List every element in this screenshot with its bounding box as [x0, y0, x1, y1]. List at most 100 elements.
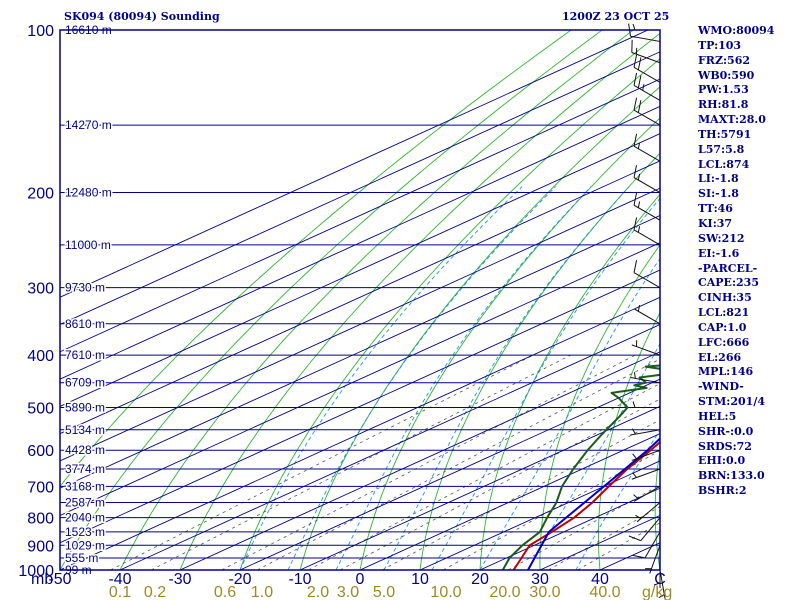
wind-barb — [658, 569, 666, 600]
height-label: 12480 m — [65, 186, 112, 200]
height-label: 7610 m — [65, 348, 105, 362]
stat-item: FRZ:562 — [698, 53, 751, 67]
wind-barb-flag — [633, 97, 638, 111]
temperature-tick-label: 40 — [591, 571, 609, 588]
stat-item: TT:46 — [698, 202, 733, 216]
stat-item: RH:81.8 — [698, 98, 749, 112]
mixing-ratio-tick-label: 10.0 — [430, 584, 461, 600]
moist-adiabat — [335, 186, 592, 570]
wind-barb-half — [633, 494, 639, 500]
wind-barb — [633, 54, 661, 83]
wind-barbs — [628, 23, 666, 600]
wind-barb — [632, 531, 661, 559]
height-label: 2040 m — [65, 511, 105, 525]
temperature-tick-label: C — [654, 571, 666, 588]
stat-item: BSHR:2 — [698, 484, 747, 498]
height-label: 9730 m — [65, 281, 105, 295]
stat-item: L57:5.8 — [698, 142, 745, 156]
wind-barb — [630, 372, 661, 384]
sounding-title: SK094 (80094) Sounding — [64, 10, 220, 23]
stat-item: BRN:133.0 — [698, 469, 765, 483]
pressure-tick-label: 300 — [27, 281, 54, 298]
stat-item: TH:5791 — [698, 127, 752, 141]
wind-barb — [631, 39, 661, 64]
temperature-tick-label: -10 — [288, 571, 311, 588]
wind-barb — [633, 192, 661, 221]
isotherm — [119, 324, 660, 570]
isotherm — [60, 214, 660, 489]
height-label: 2587 m — [65, 496, 105, 510]
wind-barb — [633, 133, 661, 162]
moist-adiabat — [239, 186, 523, 570]
wind-barb-flag — [633, 192, 638, 206]
height-label: 555 m — [65, 551, 98, 565]
temperature-tick-label: 30 — [531, 571, 549, 588]
dry-adiabat — [60, 30, 572, 488]
height-label: 1029 m — [65, 538, 105, 552]
wind-barb-flag — [632, 554, 646, 559]
wind-barb — [630, 401, 660, 408]
wind-barb-half — [633, 372, 636, 379]
mixing-ratio-line — [221, 354, 636, 570]
stat-item: LCL:874 — [698, 157, 750, 171]
pressure-unit-label: mb — [31, 571, 53, 588]
wind-barb — [630, 23, 660, 31]
temperature-tick-label: -30 — [168, 571, 191, 588]
wind-barb — [628, 517, 661, 542]
height-label: 3168 m — [65, 479, 105, 493]
stat-item: EI:-1.6 — [698, 246, 740, 260]
height-label: 3774 m — [65, 462, 105, 476]
isotherm — [60, 242, 660, 516]
height-label: 11000 m — [65, 238, 111, 252]
isotherm — [239, 378, 660, 570]
height-label: 14270 m — [65, 118, 112, 132]
wind-barb-flag — [633, 54, 638, 68]
wind-barb-half — [653, 582, 661, 586]
temperature-line — [512, 440, 660, 570]
wind-barb-staff — [630, 35, 661, 42]
mixing-ratio-unit-label: g/kg — [642, 584, 672, 600]
stat-item: WB0:590 — [698, 68, 755, 82]
wind-barb-half — [632, 401, 636, 408]
wind-barb-flag — [633, 72, 638, 86]
stat-item: WMO:80094 — [698, 24, 775, 37]
height-label: 8610 m — [65, 317, 105, 331]
dry-adiabat — [299, 86, 660, 570]
isotherm — [60, 133, 660, 407]
mixing-ratio-tick-label: 5.0 — [373, 584, 395, 600]
mixing-ratio-tick-label: 2.0 — [307, 584, 329, 600]
stat-item: MPL:146 — [698, 365, 754, 379]
wind-barb-half — [642, 84, 645, 91]
dry-adiabat — [179, 32, 660, 570]
wind-barb — [631, 449, 661, 461]
wind-barb-half — [637, 173, 641, 181]
wind-barb-flag — [628, 535, 641, 542]
height-label: 5134 m — [65, 423, 105, 437]
isotherm — [60, 296, 660, 570]
stat-item: SHR-:0.0 — [698, 424, 754, 438]
mixing-ratio-tick-label: 0.6 — [214, 584, 236, 600]
wind-barb — [645, 545, 661, 574]
stat-item: STM:201/4 — [698, 395, 765, 409]
wind-barb-flag — [637, 75, 642, 88]
wind-barb — [631, 340, 661, 356]
temperature-tick-label: -20 — [228, 571, 251, 588]
height-label: 5890 m — [65, 400, 105, 414]
wind-barb-half — [632, 23, 636, 31]
wind-barb — [633, 260, 661, 289]
pressure-tick-label: 800 — [27, 511, 54, 528]
isotherm — [60, 269, 660, 544]
wind-barb-flag — [633, 217, 638, 230]
stat-item: LFC:666 — [698, 335, 750, 349]
dry-adiabat — [60, 30, 603, 570]
wind-barb-flag — [637, 57, 642, 70]
stat-item: PW:1.53 — [698, 83, 749, 97]
stats-panel: WMO:80094 TP:103 FRZ:562 WB0:590 PW:1.53 RH:8… — [698, 24, 798, 499]
wind-barb-staff — [640, 517, 661, 541]
dry-adiabat — [654, 447, 660, 570]
pressure-tick-label: 1000 — [18, 563, 54, 580]
wind-barb-half — [631, 428, 636, 435]
stat-item: -WIND- — [698, 380, 744, 394]
stat-item: CINH:35 — [698, 291, 752, 305]
height-label: 6709 m — [65, 376, 105, 390]
